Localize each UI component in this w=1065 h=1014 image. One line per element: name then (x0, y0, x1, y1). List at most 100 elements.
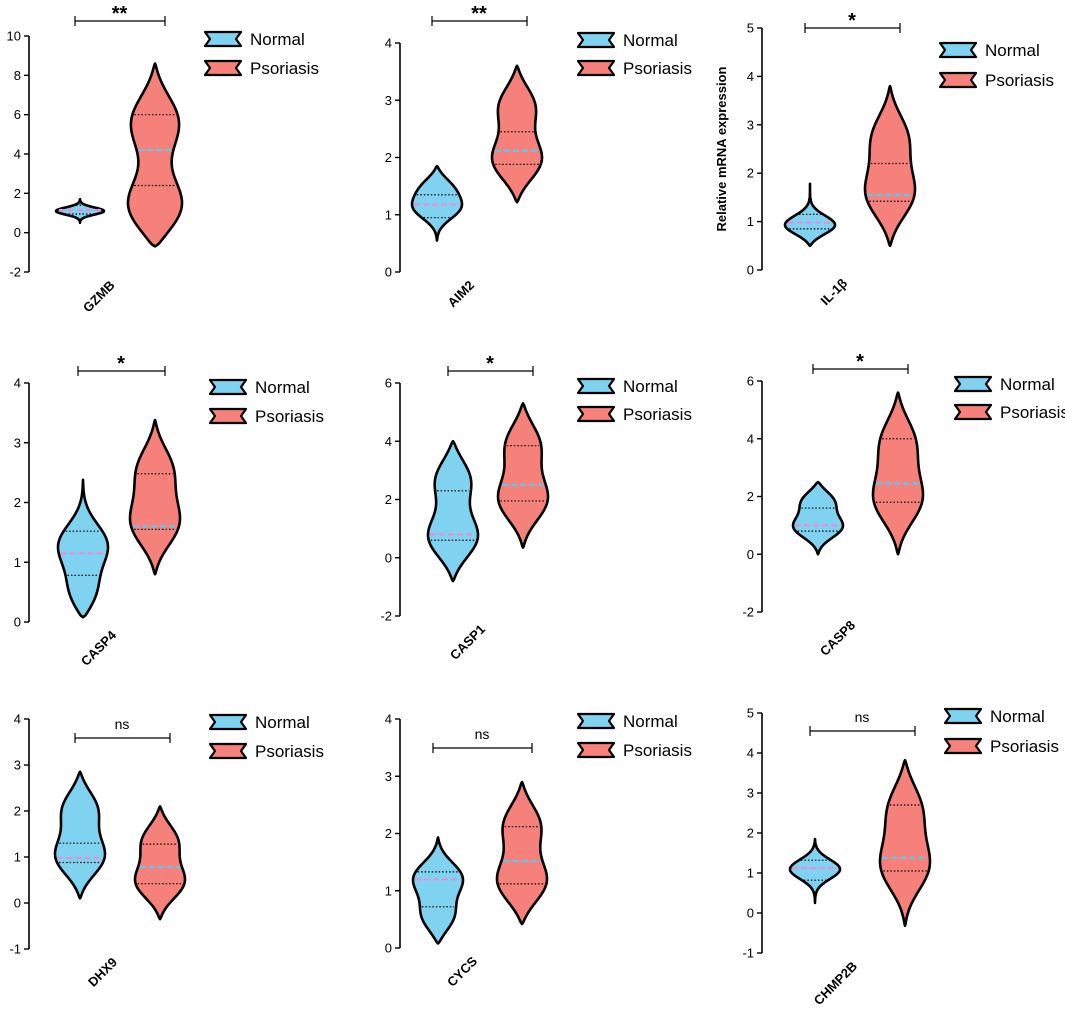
legend-swatch-psoriasis (203, 59, 243, 77)
y-tick-label: 2 (385, 150, 392, 165)
violin-psoriasis (126, 62, 184, 248)
y-tick-label: 1 (14, 850, 21, 865)
y-tick-label: 3 (14, 435, 21, 450)
legend-label-normal: Normal (623, 31, 678, 50)
y-tick-label: 2 (747, 166, 754, 181)
y-tick-label: 4 (385, 434, 392, 449)
legend-swatch-normal (208, 713, 248, 731)
y-tick-label: 0 (385, 550, 392, 565)
violin-panel-aim2: 0 1 2 3 4 ** AIM2 Normal Psoriasis (385, 3, 692, 310)
y-tick-label: 2 (385, 492, 392, 507)
violin-panel-casp1: -2 0 2 4 6 * CASP1 Normal Psoriasis (380, 353, 692, 663)
significance-label: * (117, 353, 125, 375)
y-tick-label: 4 (14, 147, 21, 162)
y-axis-title: Relative mRNA expression (714, 66, 729, 231)
y-tick-label: 6 (385, 376, 392, 391)
x-axis-gene-label: CASP1 (447, 622, 488, 663)
y-tick-label: 2 (385, 826, 392, 841)
legend-label-normal: Normal (255, 378, 310, 397)
legend-swatch-psoriasis (953, 403, 993, 421)
x-axis-gene-label: CYCS (444, 953, 480, 989)
x-axis-gene-label: DHX9 (85, 955, 120, 990)
significance-label: ** (112, 3, 128, 25)
legend-label-normal: Normal (250, 30, 305, 49)
legend-swatch-normal (938, 41, 978, 59)
violin-panel-chmp2b: -1 0 1 2 3 4 5 ns CHMP2B Normal Psoriasis (742, 706, 1059, 1008)
x-axis-gene-label: CHMP2B (811, 959, 860, 1008)
y-tick-label: 1 (747, 866, 754, 881)
y-tick-label: 4 (747, 69, 754, 84)
y-tick-label: 2 (747, 489, 754, 504)
violin-panel-dhx9: -1 0 1 2 3 4 ns DHX9 Normal Psoriasis (9, 712, 324, 990)
x-axis-gene-label: IL-1β (818, 275, 851, 308)
violin-psoriasis (133, 805, 187, 921)
y-tick-label: -2 (742, 605, 754, 620)
legend-label-psoriasis: Psoriasis (255, 407, 324, 426)
y-tick-label: 2 (14, 804, 21, 819)
y-tick-label: 1 (385, 207, 392, 222)
legend-label-psoriasis: Psoriasis (250, 59, 319, 78)
y-tick-label: 3 (385, 93, 392, 108)
legend-label-psoriasis: Psoriasis (623, 59, 692, 78)
legend-swatch-psoriasis (576, 405, 616, 423)
y-tick-label: -1 (9, 942, 21, 957)
y-tick-label: 4 (14, 376, 21, 391)
y-tick-label: -1 (742, 946, 754, 961)
legend-label-psoriasis: Psoriasis (990, 737, 1059, 756)
y-tick-label: 0 (747, 263, 754, 278)
violin-panel-casp8: -2 0 2 4 6 * CASP8 Normal Psoriasis (742, 351, 1065, 659)
y-tick-label: 10 (7, 29, 21, 44)
violin-normal (56, 478, 110, 619)
x-axis-gene-label: GZMB (80, 278, 118, 316)
legend-label-normal: Normal (985, 41, 1040, 60)
x-axis-gene-label: AIM2 (445, 278, 478, 311)
violin-panel-cycs: 0 1 2 3 4 ns CYCS Normal Psoriasis (385, 712, 692, 990)
legend-label-psoriasis: Psoriasis (985, 71, 1054, 90)
y-tick-label: 5 (747, 21, 754, 36)
y-tick-label: 4 (747, 431, 754, 446)
legend-swatch-psoriasis (208, 407, 248, 425)
violin-normal (411, 836, 465, 945)
y-tick-label: 4 (385, 712, 392, 727)
violin-panel-casp4: 0 1 2 3 4 * CASP4 Normal Psoriasis (14, 353, 324, 669)
legend-swatch-normal (576, 377, 616, 395)
y-tick-label: 0 (14, 225, 21, 240)
legend-swatch-psoriasis (576, 59, 616, 77)
y-tick-label: 2 (14, 186, 21, 201)
legend-label-normal: Normal (1000, 375, 1055, 394)
y-tick-label: 0 (14, 896, 21, 911)
y-tick-label: 2 (14, 495, 21, 510)
legend-swatch-normal (953, 375, 993, 393)
x-axis-gene-label: CASP4 (78, 627, 120, 669)
violin-panel-il1: 0 1 2 3 4 5 * IL-1β Relative mRNA expression Norm… (714, 10, 1054, 308)
y-tick-label: 3 (385, 769, 392, 784)
significance-label: ** (471, 3, 487, 25)
legend-label-psoriasis: Psoriasis (1000, 403, 1065, 422)
y-tick-label: 0 (747, 547, 754, 562)
legend-label-normal: Normal (990, 707, 1045, 726)
violin-psoriasis (496, 402, 550, 549)
y-tick-label: 1 (385, 883, 392, 898)
violin-normal (426, 439, 480, 583)
y-tick-label: 6 (14, 107, 21, 122)
y-tick-label: 3 (747, 117, 754, 132)
y-tick-label: 4 (747, 746, 754, 761)
significance-label: ns (855, 709, 870, 725)
legend-label-psoriasis: Psoriasis (623, 741, 692, 760)
violin-normal (410, 164, 464, 242)
violin-panel-gzmb: -2 0 2 4 6 8 10 ** GZMB Normal Psoriasis (7, 3, 319, 315)
legend-swatch-normal (203, 30, 243, 48)
y-tick-label: 5 (747, 706, 754, 721)
significance-label: * (486, 353, 494, 375)
y-tick-label: 3 (747, 786, 754, 801)
significance-label: ns (115, 716, 130, 732)
legend-swatch-normal (943, 707, 983, 725)
legend-swatch-normal (576, 31, 616, 49)
legend-swatch-psoriasis (208, 742, 248, 760)
y-tick-label: 1 (14, 555, 21, 570)
y-tick-label: 0 (747, 906, 754, 921)
y-tick-label: -2 (380, 609, 392, 624)
violin-psoriasis (878, 758, 932, 928)
y-tick-label: 4 (385, 36, 392, 51)
